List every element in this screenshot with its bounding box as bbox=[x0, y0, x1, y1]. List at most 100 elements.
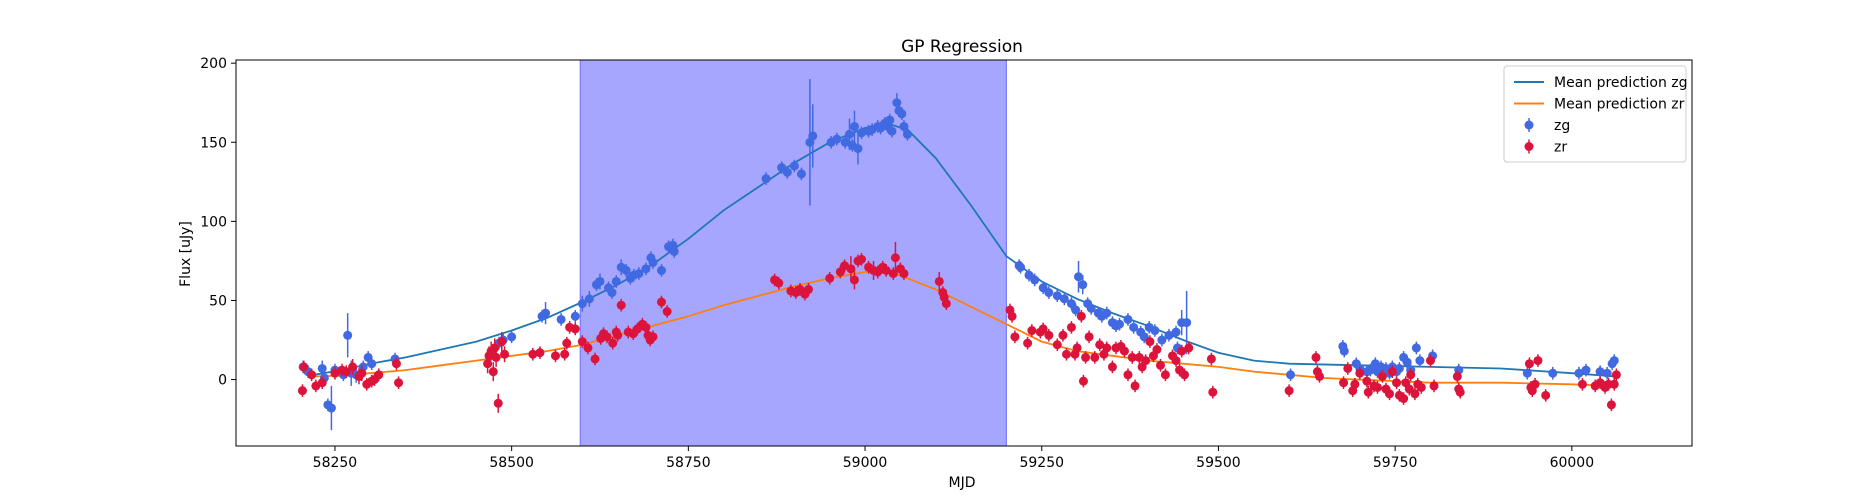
data-point bbox=[941, 299, 951, 309]
data-point bbox=[1574, 368, 1584, 378]
data-point bbox=[1027, 326, 1037, 336]
data-point bbox=[899, 269, 909, 279]
data-point bbox=[899, 121, 909, 131]
data-point bbox=[374, 370, 384, 380]
x-axis-label: MJD bbox=[949, 475, 976, 491]
data-point bbox=[1339, 378, 1349, 388]
data-point bbox=[1095, 340, 1105, 350]
data-point bbox=[497, 337, 507, 347]
data-point bbox=[1377, 371, 1387, 381]
data-point bbox=[1164, 330, 1174, 340]
legend-label: zg bbox=[1554, 118, 1570, 134]
data-point bbox=[1010, 332, 1020, 342]
legend-entry: Mean prediction zg bbox=[1514, 75, 1688, 91]
data-point bbox=[1061, 349, 1071, 359]
y-tick-label: 0 bbox=[218, 373, 227, 389]
data-point bbox=[835, 267, 845, 277]
data-point bbox=[1311, 352, 1321, 362]
data-point bbox=[774, 278, 784, 288]
data-point bbox=[761, 174, 771, 184]
series-zg bbox=[298, 78, 1619, 431]
data-point bbox=[1410, 389, 1420, 399]
data-point bbox=[1107, 362, 1117, 372]
legend-point-swatch bbox=[1524, 120, 1534, 130]
data-point bbox=[1155, 360, 1165, 370]
data-point bbox=[1411, 343, 1421, 353]
data-point bbox=[804, 284, 814, 294]
data-point bbox=[590, 354, 600, 364]
data-point bbox=[1577, 379, 1587, 389]
data-point bbox=[1127, 352, 1137, 362]
data-point bbox=[1362, 376, 1372, 386]
data-point bbox=[528, 349, 538, 359]
data-point bbox=[1123, 314, 1133, 324]
data-point bbox=[1145, 337, 1155, 347]
data-point bbox=[1180, 370, 1190, 380]
data-point bbox=[1208, 387, 1218, 397]
data-point bbox=[857, 128, 867, 138]
data-point bbox=[577, 337, 587, 347]
data-point bbox=[1429, 381, 1439, 391]
data-point bbox=[1343, 363, 1353, 373]
data-point bbox=[1372, 382, 1382, 392]
chart-title: GP Regression bbox=[901, 37, 1023, 57]
data-point bbox=[1184, 343, 1194, 353]
data-point bbox=[1141, 356, 1151, 366]
data-point bbox=[391, 359, 401, 369]
data-point bbox=[1016, 262, 1026, 272]
data-point bbox=[857, 254, 867, 264]
data-point bbox=[1415, 356, 1425, 366]
x-tick-label: 59000 bbox=[843, 455, 888, 471]
legend-label: Mean prediction zg bbox=[1554, 75, 1688, 91]
data-point bbox=[648, 332, 658, 342]
data-point bbox=[1530, 379, 1540, 389]
data-point bbox=[844, 129, 854, 139]
data-point bbox=[1157, 335, 1167, 345]
data-point bbox=[1455, 387, 1465, 397]
data-point bbox=[1084, 332, 1094, 342]
data-point bbox=[1076, 311, 1086, 321]
data-point bbox=[583, 343, 593, 353]
data-point bbox=[1152, 345, 1162, 354]
data-point bbox=[789, 161, 799, 171]
data-point bbox=[808, 131, 818, 141]
data-point bbox=[488, 367, 498, 377]
data-point bbox=[330, 368, 340, 378]
data-point bbox=[796, 169, 806, 179]
data-point bbox=[556, 314, 566, 324]
data-point bbox=[1052, 291, 1062, 301]
data-point bbox=[602, 332, 612, 342]
data-point bbox=[357, 368, 367, 378]
data-point bbox=[1078, 376, 1088, 386]
data-point bbox=[500, 349, 510, 359]
data-point bbox=[656, 297, 666, 307]
data-point bbox=[1129, 322, 1139, 332]
data-point bbox=[535, 348, 545, 358]
data-point bbox=[1206, 354, 1216, 364]
data-point bbox=[562, 338, 572, 348]
series-zr bbox=[297, 241, 1621, 413]
x-tick-label: 58250 bbox=[313, 455, 358, 471]
data-point bbox=[1350, 379, 1360, 389]
data-point bbox=[1071, 305, 1081, 315]
data-point bbox=[307, 370, 317, 380]
data-point bbox=[1044, 288, 1054, 298]
data-point bbox=[881, 265, 891, 275]
data-point bbox=[577, 299, 587, 309]
data-point bbox=[1363, 387, 1373, 397]
data-point bbox=[1119, 346, 1129, 356]
data-point bbox=[367, 359, 377, 369]
data-point bbox=[611, 276, 621, 286]
data-point bbox=[1123, 370, 1133, 380]
data-point bbox=[317, 378, 327, 388]
data-point bbox=[1058, 330, 1068, 340]
data-point bbox=[1394, 363, 1404, 373]
data-point bbox=[560, 349, 570, 359]
data-point bbox=[541, 308, 551, 318]
data-point bbox=[853, 144, 863, 154]
data-point bbox=[840, 137, 850, 147]
data-point bbox=[1074, 272, 1084, 282]
data-point bbox=[299, 362, 309, 372]
data-point bbox=[1182, 318, 1192, 328]
data-point bbox=[1052, 340, 1062, 350]
